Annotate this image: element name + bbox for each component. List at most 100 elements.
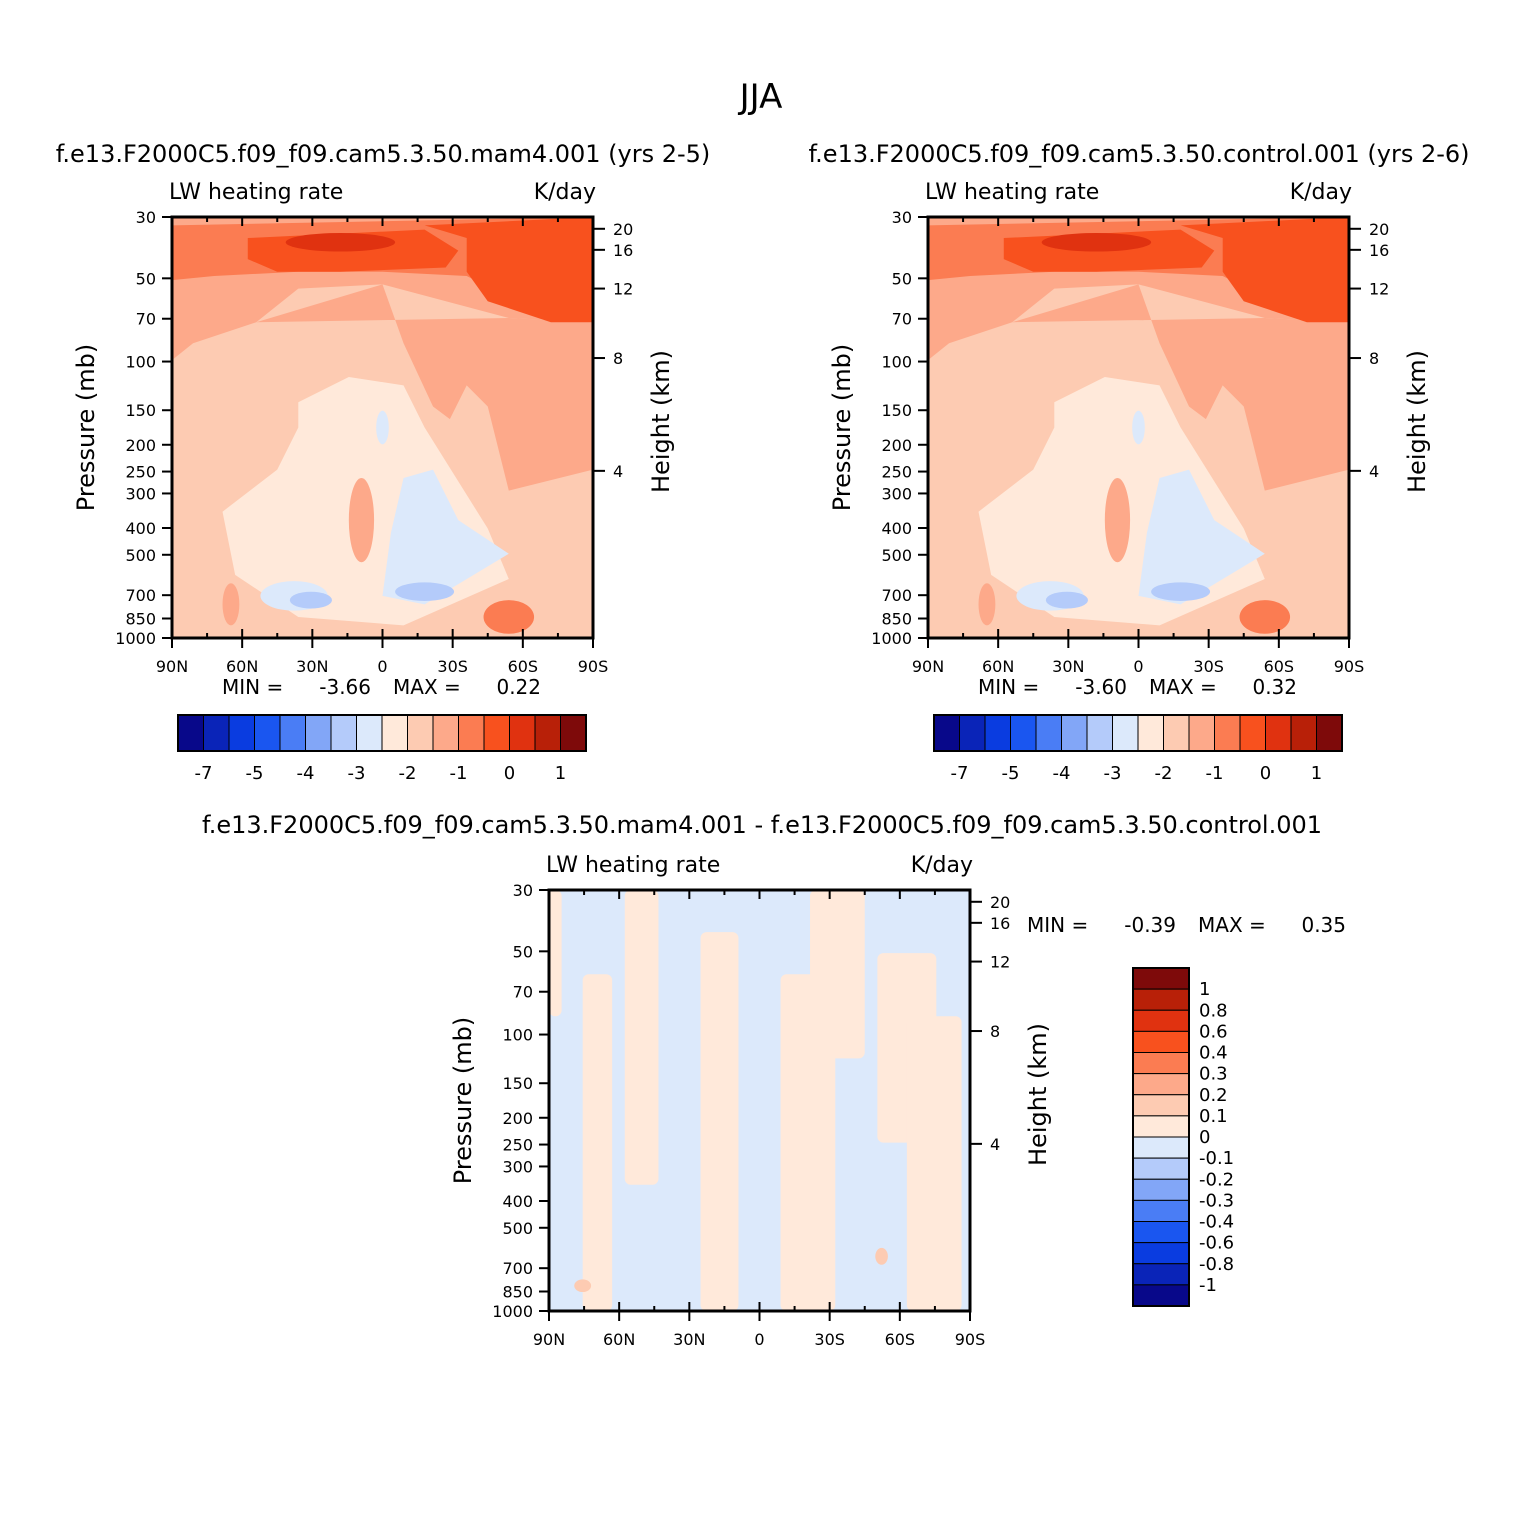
field-contour [906, 1016, 962, 1311]
colorbar-label: 1 [555, 763, 566, 784]
colorbar-frame [177, 714, 587, 752]
colorbar-label: -4 [1053, 763, 1071, 784]
y-tick-label: 100 [502, 1026, 533, 1045]
y-tick-label: 700 [125, 586, 156, 605]
units-label: K/day [911, 853, 973, 878]
lat-tick-label: 0 [754, 1330, 764, 1349]
colorbar-swatch [1239, 714, 1266, 752]
y-tick-label: 400 [125, 519, 156, 538]
field-contour [624, 890, 659, 1185]
max-label: MAX = [1198, 913, 1266, 937]
lat-tick-label: 60S [508, 657, 539, 676]
colorbar-swatch [356, 714, 383, 752]
y-tick-label: 50 [892, 269, 912, 288]
colorbar-swatch [1132, 967, 1190, 990]
field-contour [1012, 284, 1349, 491]
min-label: MIN = [222, 675, 283, 699]
right-axis-label: Height (km) [647, 350, 675, 493]
units-label: K/day [1290, 180, 1352, 205]
colorbar-swatch [1132, 1178, 1190, 1201]
colorbar-swatch [1132, 988, 1190, 1011]
variable-label: LW heating rate [169, 180, 343, 205]
colorbar-swatch [1265, 714, 1292, 752]
colorbar-swatch [1132, 1009, 1190, 1032]
units-label: K/day [534, 180, 596, 205]
y-tick-label: 50 [136, 269, 156, 288]
field-contour [424, 217, 593, 323]
lat-tick-label: 60S [1264, 657, 1295, 676]
colorbar-label: -0.4 [1199, 1212, 1234, 1233]
lat-tick-label: 30S [437, 657, 468, 676]
colorbar-swatch [1132, 1263, 1190, 1286]
colorbar-label: -7 [951, 763, 969, 784]
y-tick-label: 30 [892, 208, 912, 227]
y-tick-label: 200 [881, 436, 912, 455]
y-tick-label: 70 [892, 310, 912, 329]
colorbar-label: 0.1 [1199, 1106, 1228, 1127]
colorbar-swatch [984, 714, 1011, 752]
y-tick-label: 700 [881, 586, 912, 605]
height-tick-label: 8 [613, 349, 623, 368]
field-contour [549, 890, 562, 1017]
colorbar-swatch [381, 714, 408, 752]
height-tick-label: 20 [990, 893, 1010, 912]
min-label: MIN = [1027, 913, 1088, 937]
colorbar-label: 0.6 [1199, 1021, 1228, 1042]
y-tick-label: 500 [125, 546, 156, 565]
colorbar-swatch [1132, 1030, 1190, 1053]
lat-tick-label: 60N [982, 657, 1014, 676]
height-tick-label: 20 [613, 220, 633, 239]
colorbar-label: -2 [1155, 763, 1173, 784]
field-contour [289, 591, 332, 609]
colorbar-swatch [933, 714, 960, 752]
y-tick-label: 700 [502, 1259, 533, 1278]
colorbar-frame [1132, 967, 1190, 1307]
field-contour [376, 410, 389, 445]
height-tick-label: 8 [1369, 349, 1379, 368]
colorbar-label: -0.3 [1199, 1190, 1234, 1211]
right-axis-label: Height (km) [1403, 350, 1431, 493]
y-tick-label: 200 [125, 436, 156, 455]
colorbar-label: -5 [246, 763, 264, 784]
y-tick-label: 300 [881, 484, 912, 503]
field-contour [256, 284, 593, 491]
field-contour [1180, 217, 1349, 323]
y-tick-label: 70 [136, 310, 156, 329]
right-axis-label: Height (km) [1024, 1023, 1052, 1166]
colorbar-swatch [1035, 714, 1062, 752]
panel-title: f.e13.F2000C5.f09_f09.cam5.3.50.control.… [808, 140, 1469, 168]
y-tick-label: 400 [502, 1192, 533, 1211]
lat-tick-label: 60N [603, 1330, 635, 1349]
field-contour [810, 890, 865, 1059]
field-contour [1104, 478, 1131, 563]
colorbar-swatch [509, 714, 536, 752]
min-value: -3.60 [1075, 675, 1127, 699]
colorbar-label: -0.1 [1199, 1148, 1234, 1169]
colorbar-swatch [177, 714, 204, 752]
field-contour [1239, 600, 1291, 634]
y-tick-label: 850 [125, 609, 156, 628]
y-tick-label: 500 [881, 546, 912, 565]
y-tick-label: 150 [125, 401, 156, 420]
colorbar-label: -5 [1002, 763, 1020, 784]
colorbar-swatch [1112, 714, 1139, 752]
field-contour [285, 232, 396, 252]
lat-tick-label: 90N [156, 657, 188, 676]
lat-tick-label: 90S [1334, 657, 1365, 676]
field-contour [1132, 410, 1145, 445]
field-contour [1138, 469, 1265, 605]
field-contour [1151, 582, 1211, 601]
colorbar-swatch [1132, 1115, 1190, 1138]
field-contour [1041, 232, 1152, 252]
field-contour [382, 469, 509, 605]
chart-panel: f.e13.F2000C5.f09_f09.cam5.3.50.control.… [808, 140, 1469, 784]
max-label: MAX = [393, 675, 461, 699]
y-tick-label: 150 [502, 1074, 533, 1093]
colorbar-label: 0.8 [1199, 1000, 1228, 1021]
y-tick-label: 850 [502, 1282, 533, 1301]
colorbar-swatch [1061, 714, 1088, 752]
colorbar-label: -1 [1199, 1275, 1217, 1296]
y-axis-label: Pressure (mb) [828, 344, 856, 511]
lat-tick-label: 30N [296, 657, 328, 676]
colorbar-label: -3 [348, 763, 366, 784]
